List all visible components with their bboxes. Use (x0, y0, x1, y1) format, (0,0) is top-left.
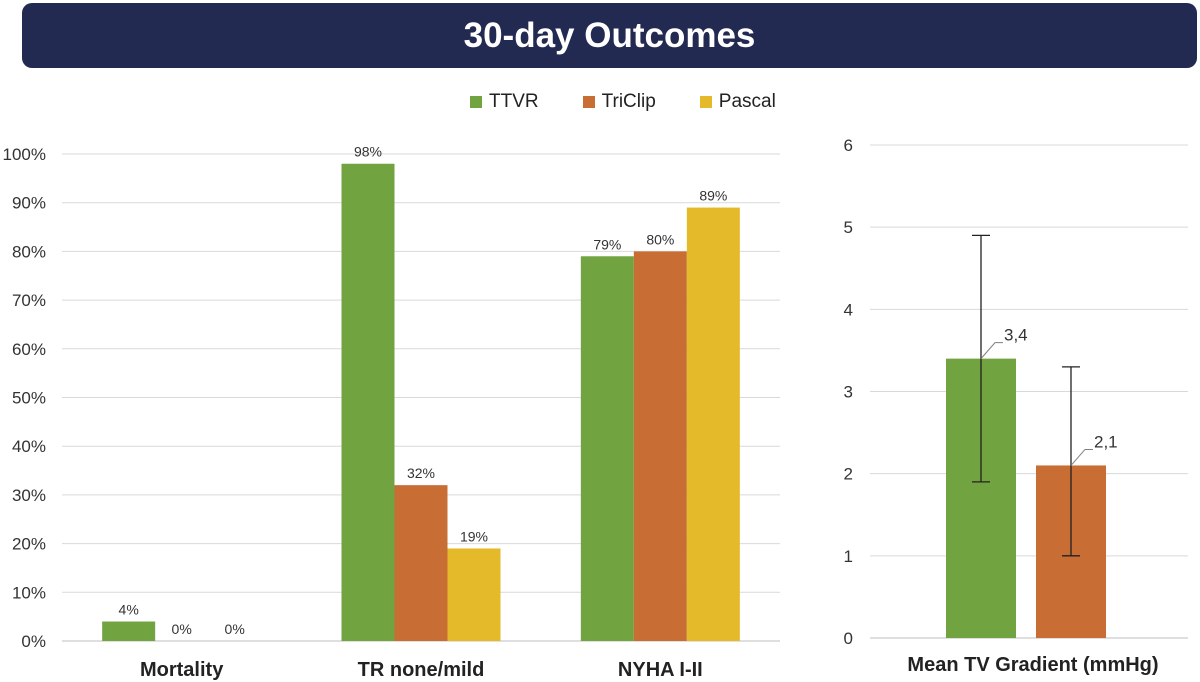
y-tick-label: 5 (844, 218, 853, 237)
y-tick-label: 4 (844, 300, 853, 319)
data-label: 0% (225, 621, 245, 637)
data-label: 2,1 (1094, 432, 1118, 451)
data-label: 80% (646, 231, 674, 247)
y-tick-label: 50% (12, 389, 46, 408)
data-label: 4% (119, 602, 139, 618)
legend-label-ttvr: TTVR (489, 91, 539, 112)
y-tick-label: 80% (12, 242, 46, 261)
legend-item-pascal: Pascal (699, 91, 776, 113)
y-tick-label: 0 (844, 629, 853, 648)
bar-pascal-tr-none-mild (447, 548, 501, 641)
bar-pascal-nyha-i-ii (686, 207, 740, 641)
bar-ttvr-tr-none-mild (341, 163, 395, 642)
bar-ttvr-mortality (102, 621, 156, 641)
y-tick-label: 100% (3, 145, 46, 164)
legend: TTVR TriClip Pascal (470, 89, 820, 115)
data-label-leader (1070, 448, 1093, 466)
data-label-leader (980, 342, 1003, 359)
legend-item-triclip: TriClip (582, 91, 656, 113)
y-tick-label: 6 (844, 136, 853, 155)
legend-item-ttvr: TTVR (470, 91, 539, 113)
data-label: 0% (172, 621, 192, 637)
legend-swatch-triclip (582, 96, 595, 108)
data-label: 3,4 (1004, 326, 1028, 345)
bar-triclip-nyha-i-ii (633, 251, 687, 641)
y-tick-label: 1 (844, 547, 853, 566)
x-category-label: Mean TV Gradient (mmHg) (907, 654, 1158, 676)
data-label: 32% (407, 465, 435, 481)
data-label: 19% (460, 528, 488, 544)
data-label: 79% (593, 236, 621, 252)
title-banner: 30-day Outcomes (22, 3, 1197, 68)
legend-swatch-pascal (699, 96, 712, 108)
y-tick-label: 60% (12, 340, 46, 359)
legend-label-triclip: TriClip (601, 91, 656, 112)
y-tick-label: 70% (12, 291, 46, 310)
bar-triclip-tr-none-mild (394, 485, 448, 641)
y-tick-label: 40% (12, 437, 46, 456)
chart-title: 30-day Outcomes (463, 15, 756, 55)
x-category-label: NYHA I-II (618, 659, 703, 681)
y-tick-label: 0% (21, 632, 46, 651)
x-category-label: TR none/mild (358, 659, 485, 681)
y-tick-label: 90% (12, 194, 46, 213)
legend-swatch-ttvr (470, 96, 482, 108)
y-tick-label: 2 (844, 465, 853, 484)
y-tick-label: 30% (12, 486, 46, 505)
bar-ttvr-nyha-i-ii (580, 256, 634, 641)
data-label: 98% (354, 144, 382, 160)
y-tick-label: 10% (12, 583, 46, 602)
legend-label-pascal: Pascal (718, 91, 776, 112)
y-tick-label: 20% (12, 535, 46, 554)
data-label: 89% (699, 188, 727, 204)
y-tick-label: 3 (844, 383, 853, 402)
x-category-label: Mortality (140, 659, 224, 681)
